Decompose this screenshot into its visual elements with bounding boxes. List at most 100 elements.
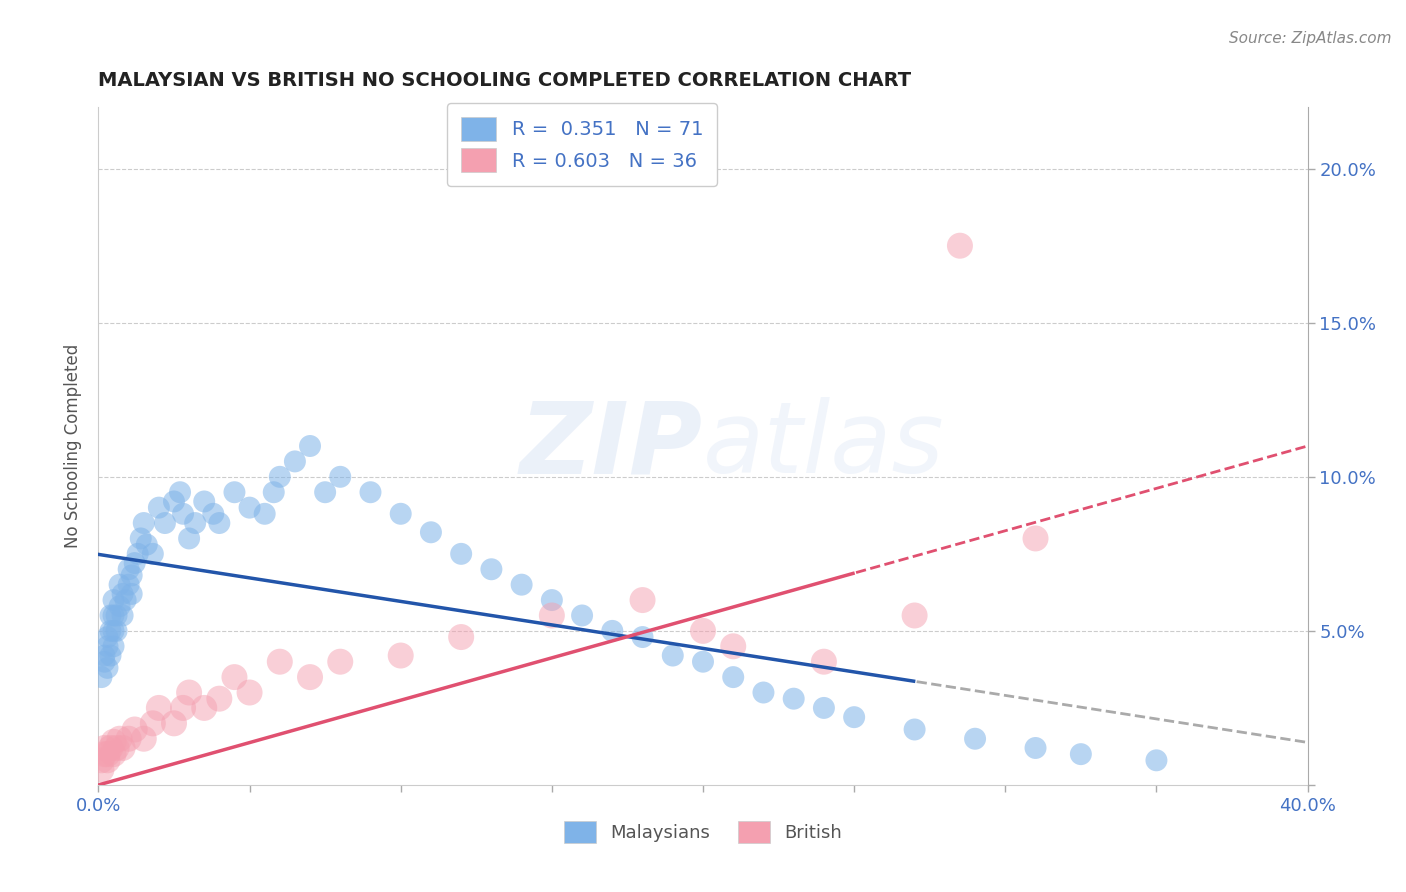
Y-axis label: No Schooling Completed: No Schooling Completed	[65, 344, 83, 548]
Point	[389, 507, 412, 521]
Point	[100, 741, 122, 756]
Point	[142, 547, 165, 561]
Point	[96, 753, 118, 767]
Point	[949, 238, 972, 252]
Point	[239, 500, 262, 515]
Point	[118, 731, 141, 746]
Point	[121, 587, 143, 601]
Point	[723, 640, 745, 654]
Point	[224, 485, 246, 500]
Point	[121, 568, 143, 582]
Point	[96, 630, 118, 644]
Point	[105, 741, 128, 756]
Point	[813, 655, 835, 669]
Point	[103, 735, 125, 749]
Text: ZIP: ZIP	[520, 398, 703, 494]
Point	[571, 608, 593, 623]
Point	[844, 710, 866, 724]
Point	[602, 624, 624, 638]
Text: MALAYSIAN VS BRITISH NO SCHOOLING COMPLETED CORRELATION CHART: MALAYSIAN VS BRITISH NO SCHOOLING COMPLE…	[98, 71, 911, 90]
Point	[111, 587, 134, 601]
Point	[124, 556, 146, 570]
Point	[450, 547, 472, 561]
Point	[114, 593, 136, 607]
Point	[1024, 532, 1046, 546]
Point	[135, 538, 157, 552]
Point	[96, 640, 118, 654]
Point	[329, 470, 352, 484]
Point	[783, 691, 806, 706]
Point	[93, 741, 115, 756]
Point	[540, 593, 562, 607]
Point	[179, 532, 201, 546]
Point	[1024, 741, 1046, 756]
Point	[965, 731, 987, 746]
Legend: Malaysians, British: Malaysians, British	[557, 814, 849, 850]
Point	[132, 731, 155, 746]
Point	[148, 500, 170, 515]
Point	[172, 701, 194, 715]
Point	[105, 608, 128, 623]
Point	[118, 562, 141, 576]
Point	[1070, 747, 1092, 761]
Point	[314, 485, 336, 500]
Point	[299, 439, 322, 453]
Point	[723, 670, 745, 684]
Point	[269, 655, 291, 669]
Point	[692, 624, 714, 638]
Point	[360, 485, 382, 500]
Point	[510, 577, 533, 591]
Point	[193, 494, 215, 508]
Point	[202, 507, 225, 521]
Point	[692, 655, 714, 669]
Point	[269, 470, 291, 484]
Point	[103, 608, 125, 623]
Point	[208, 516, 231, 530]
Point	[184, 516, 207, 530]
Point	[108, 577, 131, 591]
Point	[661, 648, 683, 663]
Point	[111, 608, 134, 623]
Point	[284, 454, 307, 468]
Point	[389, 648, 412, 663]
Point	[224, 670, 246, 684]
Point	[132, 516, 155, 530]
Point	[631, 593, 654, 607]
Point	[631, 630, 654, 644]
Point	[100, 624, 122, 638]
Point	[163, 494, 186, 508]
Point	[90, 670, 112, 684]
Point	[118, 577, 141, 591]
Point	[105, 624, 128, 638]
Point	[329, 655, 352, 669]
Point	[127, 547, 149, 561]
Point	[100, 608, 122, 623]
Point	[813, 701, 835, 715]
Point	[108, 731, 131, 746]
Point	[93, 648, 115, 663]
Point	[450, 630, 472, 644]
Point	[179, 685, 201, 699]
Point	[148, 701, 170, 715]
Point	[169, 485, 191, 500]
Point	[299, 670, 322, 684]
Point	[93, 747, 115, 761]
Point	[153, 516, 176, 530]
Point	[420, 525, 443, 540]
Point	[540, 608, 562, 623]
Point	[904, 608, 927, 623]
Point	[124, 723, 146, 737]
Point	[90, 753, 112, 767]
Point	[103, 747, 125, 761]
Point	[172, 507, 194, 521]
Point	[90, 763, 112, 777]
Point	[103, 624, 125, 638]
Text: atlas: atlas	[703, 398, 945, 494]
Point	[239, 685, 262, 699]
Point	[111, 741, 134, 756]
Point	[1144, 753, 1167, 767]
Point	[93, 655, 115, 669]
Point	[96, 661, 118, 675]
Point	[100, 648, 122, 663]
Point	[253, 507, 276, 521]
